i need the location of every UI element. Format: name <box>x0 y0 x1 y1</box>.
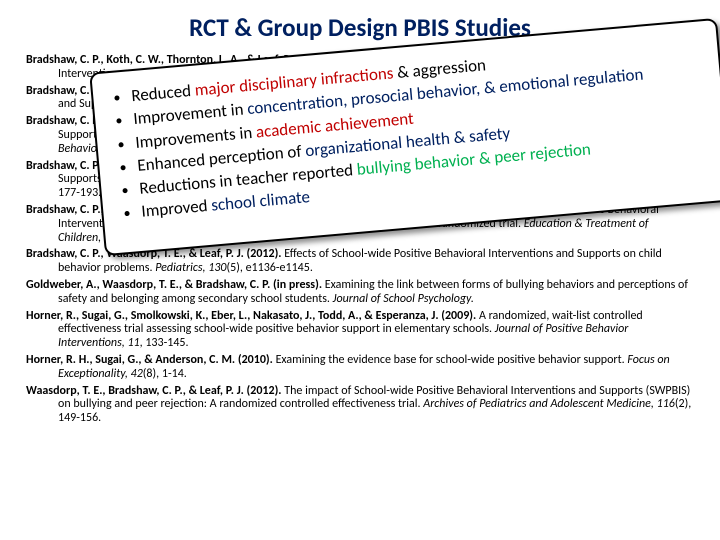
reference-authors: Horner, R. H., Sugai, G., & Anderson, C.… <box>26 353 273 367</box>
reference-authors: Goldweber, A., Waasdorp, T. E., & Bradsh… <box>26 278 322 292</box>
reference-journal: Archives of Pediatrics and Adolescent Me… <box>423 397 675 411</box>
reference-item: Goldweber, A., Waasdorp, T. E., & Bradsh… <box>26 279 694 307</box>
reference-item: Horner, R., Sugai, G., Smolkowski, K., E… <box>26 310 694 351</box>
reference-authors: Waasdorp, T. E., Bradshaw, C. P., & Leaf… <box>26 384 282 398</box>
reference-item: Horner, R. H., Sugai, G., & Anderson, C.… <box>26 354 694 382</box>
reference-journal: Pediatrics, 130 <box>155 261 226 275</box>
slide: RCT & Group Design PBIS Studies Bradshaw… <box>0 0 720 540</box>
reference-item: Waasdorp, T. E., Bradshaw, C. P., & Leaf… <box>26 385 694 426</box>
findings-list: Reduced major disciplinary infractions &… <box>112 36 710 224</box>
reference-journal: Journal of Positive Behavior Interventio… <box>58 322 628 350</box>
reference-authors: Horner, R., Sugai, G., Smolkowski, K., E… <box>26 309 476 323</box>
reference-journal: Journal of School Psychology. <box>333 292 474 306</box>
